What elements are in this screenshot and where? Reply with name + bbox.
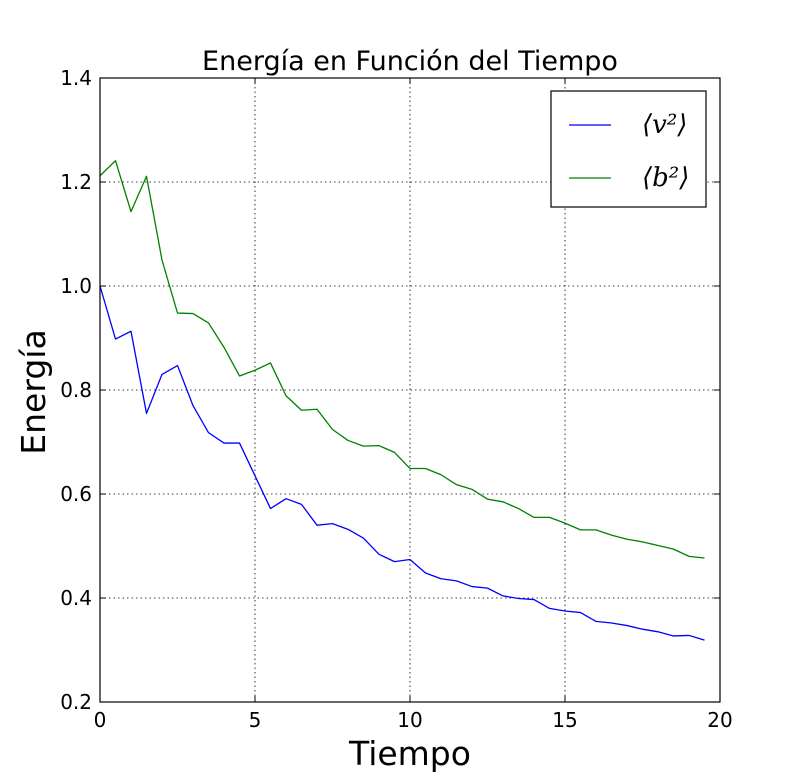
y-tick-label: 0.8 [60, 378, 92, 402]
chart-title: Energía en Función del Tiempo [202, 46, 618, 77]
series-layer [99, 160, 705, 641]
x-tick-label: 20 [707, 708, 732, 732]
y-tick-label: 1.2 [60, 170, 92, 194]
y-tick-label: 0.2 [60, 690, 92, 714]
x-tick-label: 10 [397, 708, 422, 732]
legend-label-v2: ⟨v²⟩ [642, 110, 687, 140]
y-axis-label: Energía [14, 329, 53, 454]
x-tick-label: 15 [552, 708, 577, 732]
x-tick-label: 0 [94, 708, 107, 732]
legend-box [550, 90, 707, 208]
series-line-0 [99, 285, 705, 641]
legend-label-b2: ⟨b²⟩ [642, 163, 689, 193]
legend: ⟨v²⟩ ⟨b²⟩ [550, 90, 707, 208]
series-line-1 [99, 160, 705, 559]
y-tick-label: 1.4 [60, 66, 92, 90]
x-tick-label: 5 [249, 708, 262, 732]
y-tick-label: 1.0 [60, 274, 92, 298]
y-tick-label: 0.6 [60, 482, 92, 506]
y-tick-label: 0.4 [60, 586, 92, 610]
x-axis-label: Tiempo [348, 734, 471, 773]
axis-ticks: 0 5 10 15 20 0.2 0.4 0.6 0.8 1.0 1.2 1.4 [60, 66, 733, 732]
